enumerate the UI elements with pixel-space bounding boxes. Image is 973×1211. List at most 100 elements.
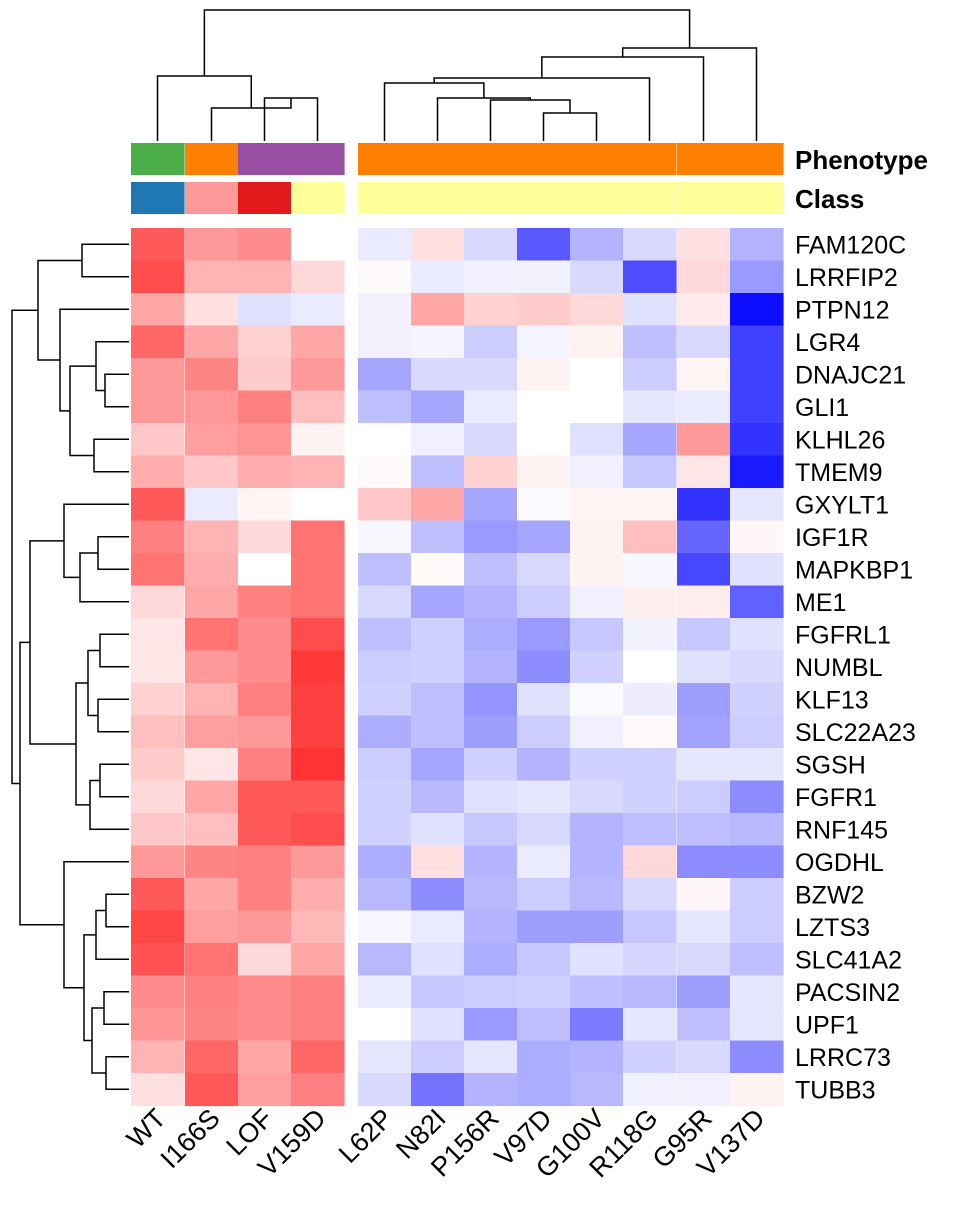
heatmap-cell: [411, 553, 465, 587]
heatmap-cell: [238, 748, 292, 782]
heatmap-cell: [238, 455, 292, 489]
heatmap-cell: [238, 325, 292, 359]
heatmap-cell: [238, 423, 292, 457]
heatmap-cell: [238, 618, 292, 652]
heatmap-cell: [517, 1073, 571, 1107]
heatmap-cell: [623, 943, 677, 977]
row-label: GLI1: [795, 394, 849, 422]
heatmap-cell: [411, 683, 465, 717]
dendrogram-branch: [99, 763, 129, 798]
heatmap-cell: [623, 585, 677, 619]
heatmap-cell: [677, 618, 731, 652]
dendrogram-branch: [97, 698, 129, 733]
heatmap-cell: [411, 358, 465, 392]
heatmap-cell: [411, 910, 465, 944]
heatmap-cell: [291, 293, 345, 327]
heatmap-cell: [131, 488, 185, 522]
heatmap-cell: [185, 845, 239, 879]
heatmap-cell: [517, 943, 571, 977]
heatmap-cell: [517, 910, 571, 944]
heatmap-cell: [730, 683, 784, 717]
heatmap-cell: [570, 748, 624, 782]
heatmap-cell: [238, 910, 292, 944]
heatmap-cell: [464, 585, 518, 619]
heatmap-cell: [238, 813, 292, 847]
heatmap-cell: [291, 455, 345, 489]
heatmap-cell: [730, 553, 784, 587]
dendrogram-branch: [79, 552, 129, 603]
class-cell: [358, 182, 412, 214]
heatmap-cell: [677, 650, 731, 684]
heatmap-cell: [291, 845, 345, 879]
heatmap-cell: [131, 260, 185, 294]
class-cell: [570, 182, 624, 214]
heatmap-cell: [131, 228, 185, 262]
heatmap-cell: [517, 748, 571, 782]
dendrogram-branch: [83, 934, 96, 1042]
heatmap-cell: [358, 1008, 412, 1042]
heatmap-cell: [238, 1008, 292, 1042]
heatmap-cell: [238, 683, 292, 717]
heatmap-cell: [570, 618, 624, 652]
dendrogram-branch: [436, 97, 531, 141]
heatmap-cell: [464, 1008, 518, 1042]
heatmap-cell: [238, 358, 292, 392]
heatmap-cell: [358, 975, 412, 1009]
heatmap-cell: [131, 910, 185, 944]
dendrogram-branch: [11, 309, 38, 785]
heatmap-cell: [464, 488, 518, 522]
heatmap-cell: [570, 390, 624, 424]
column-label: I166S: [155, 1103, 226, 1174]
heatmap-cell: [730, 780, 784, 814]
heatmap-cell: [131, 1073, 185, 1107]
heatmap-cell: [623, 813, 677, 847]
dendrogram-branch: [105, 893, 129, 928]
heatmap-cell: [185, 423, 239, 457]
heatmap-cell: [185, 488, 239, 522]
heatmap-cell: [570, 910, 624, 944]
heatmap-cell: [464, 520, 518, 554]
row-label: PTPN12: [795, 296, 889, 324]
row-label: IGF1R: [795, 524, 869, 552]
heatmap-cell: [517, 845, 571, 879]
row-label: DNAJC21: [795, 361, 906, 389]
dendrogram-branch: [63, 503, 129, 579]
heatmap-cell: [730, 260, 784, 294]
heatmap-cell: [464, 423, 518, 457]
phenotype-cell: [131, 143, 185, 175]
row-label: SLC41A2: [795, 946, 902, 974]
phenotype-annotation-bar: [131, 143, 784, 175]
heatmap-cell: [730, 813, 784, 847]
heatmap-cell: [570, 553, 624, 587]
heatmap-cell: [623, 455, 677, 489]
heatmap-cell: [464, 975, 518, 1009]
heatmap-cell: [131, 358, 185, 392]
heatmap-cell: [517, 325, 571, 359]
heatmap-cell: [131, 975, 185, 1009]
dendrogram-branch: [29, 540, 76, 745]
heatmap-cell: [730, 520, 784, 554]
heatmap-cell: [358, 585, 412, 619]
row-label: RNF145: [795, 816, 888, 844]
heatmap-cell: [131, 423, 185, 457]
heatmap-cell: [291, 975, 345, 1009]
heatmap-cell: [291, 618, 345, 652]
dendrogram-branch: [103, 991, 129, 1025]
phenotype-cell: [570, 143, 624, 175]
phenotype-cell: [238, 143, 292, 175]
heatmap-cell: [291, 358, 345, 392]
heatmap-cell: [730, 878, 784, 912]
heatmap-cell: [131, 455, 185, 489]
heatmap-cell: [730, 748, 784, 782]
row-label: GXYLT1: [795, 491, 889, 519]
heatmap-cell: [411, 748, 465, 782]
heatmap-cell: [358, 618, 412, 652]
row-label: FAM120C: [795, 231, 906, 259]
heatmap-cell: [291, 423, 345, 457]
heatmap-cell: [570, 455, 624, 489]
heatmap-cell: [291, 520, 345, 554]
heatmap-cell: [358, 683, 412, 717]
phenotype-cell: [677, 143, 731, 175]
heatmap-cell: [358, 228, 412, 262]
